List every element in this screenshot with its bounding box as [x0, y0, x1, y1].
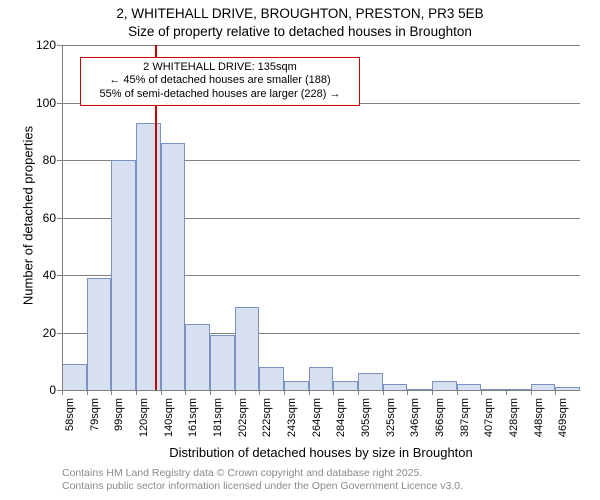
xtick-label: 181sqm	[212, 398, 224, 448]
annotation-line1: 2 WHITEHALL DRIVE: 135sqm	[87, 61, 353, 75]
xtick-label: 243sqm	[286, 398, 298, 448]
xtick-mark	[457, 390, 458, 395]
xtick-label: 120sqm	[138, 398, 150, 448]
xtick-mark	[531, 390, 532, 395]
y-axis-line	[62, 45, 63, 390]
bar	[333, 381, 358, 390]
annotation-line2: ← 45% of detached houses are smaller (18…	[87, 74, 353, 88]
xtick-label: 325sqm	[385, 398, 397, 448]
xtick-mark	[210, 390, 211, 395]
ytick-label: 0	[28, 383, 56, 397]
xtick-mark	[185, 390, 186, 395]
xtick-mark	[358, 390, 359, 395]
xtick-label: 140sqm	[163, 398, 175, 448]
chart-title-line2: Size of property relative to detached ho…	[0, 24, 600, 39]
xtick-mark	[555, 390, 556, 395]
bar	[284, 381, 309, 390]
ytick-label: 80	[28, 153, 56, 167]
bar	[87, 278, 112, 390]
bar	[210, 335, 235, 390]
xtick-mark	[62, 390, 63, 395]
xtick-label: 79sqm	[89, 398, 101, 448]
xtick-label: 264sqm	[311, 398, 323, 448]
annotation-line3: 55% of semi-detached houses are larger (…	[87, 88, 353, 102]
xtick-mark	[383, 390, 384, 395]
xtick-mark	[111, 390, 112, 395]
bar	[358, 373, 383, 390]
xtick-mark	[407, 390, 408, 395]
annotation-box: 2 WHITEHALL DRIVE: 135sqm← 45% of detach…	[80, 57, 360, 106]
ytick-label: 120	[28, 38, 56, 52]
xtick-label: 346sqm	[409, 398, 421, 448]
bar	[432, 381, 457, 390]
xtick-mark	[506, 390, 507, 395]
credits-line2: Contains public sector information licen…	[62, 480, 463, 493]
xtick-mark	[309, 390, 310, 395]
xtick-mark	[161, 390, 162, 395]
xtick-label: 284sqm	[335, 398, 347, 448]
xtick-label: 161sqm	[187, 398, 199, 448]
credits-text: Contains HM Land Registry data © Crown c…	[62, 467, 463, 493]
xtick-mark	[87, 390, 88, 395]
ytick-label: 20	[28, 326, 56, 340]
xtick-label: 366sqm	[434, 398, 446, 448]
bar	[161, 143, 186, 390]
xtick-mark	[284, 390, 285, 395]
xtick-label: 222sqm	[261, 398, 273, 448]
xtick-label: 407sqm	[483, 398, 495, 448]
x-axis-line	[62, 390, 580, 391]
xtick-label: 387sqm	[459, 398, 471, 448]
xtick-mark	[481, 390, 482, 395]
xtick-label: 428sqm	[508, 398, 520, 448]
ytick-label: 40	[28, 268, 56, 282]
bar	[111, 160, 136, 390]
bar	[62, 364, 87, 390]
credits-line1: Contains HM Land Registry data © Crown c…	[62, 467, 463, 480]
ytick-label: 60	[28, 211, 56, 225]
bar	[235, 307, 260, 390]
xtick-label: 469sqm	[557, 398, 569, 448]
xtick-label: 58sqm	[64, 398, 76, 448]
xtick-label: 99sqm	[113, 398, 125, 448]
ytick-label: 100	[28, 96, 56, 110]
xtick-label: 305sqm	[360, 398, 372, 448]
xtick-mark	[432, 390, 433, 395]
xtick-mark	[333, 390, 334, 395]
bar	[309, 367, 334, 390]
xtick-mark	[136, 390, 137, 395]
xtick-label: 202sqm	[237, 398, 249, 448]
chart-title-line1: 2, WHITEHALL DRIVE, BROUGHTON, PRESTON, …	[0, 6, 600, 21]
chart-container: 2, WHITEHALL DRIVE, BROUGHTON, PRESTON, …	[0, 0, 600, 500]
bar	[185, 324, 210, 390]
bar	[259, 367, 284, 390]
xtick-label: 448sqm	[533, 398, 545, 448]
gridline	[62, 45, 580, 46]
xtick-mark	[259, 390, 260, 395]
xtick-mark	[235, 390, 236, 395]
bar	[136, 123, 161, 390]
